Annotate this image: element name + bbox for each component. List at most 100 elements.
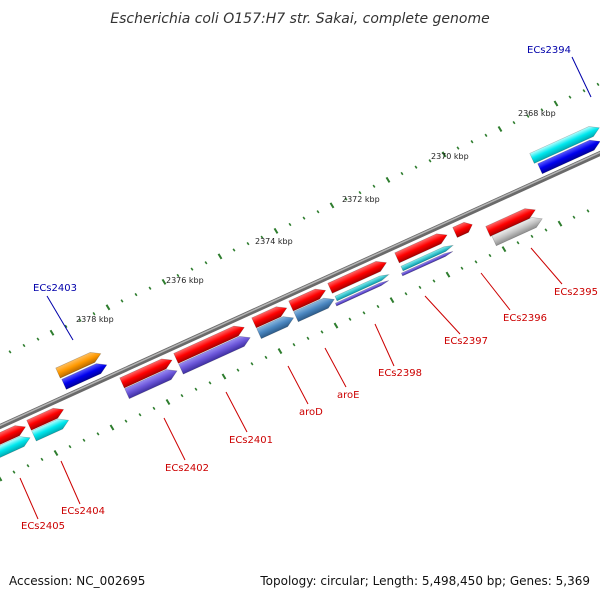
tick-inner-10	[138, 413, 142, 417]
tick-inner-32	[445, 271, 451, 278]
tick-outer-29	[400, 171, 404, 176]
gene-arrow-ecs2403-blue	[61, 363, 108, 390]
tick-inner-29	[404, 292, 408, 296]
tick-outer-38	[526, 114, 530, 118]
accession-text: Accession: NC_002695	[9, 574, 146, 588]
gene-arrow-ecs2402-red	[119, 358, 173, 389]
gene-arrow-ecs2398-red	[327, 261, 387, 294]
tick-inner-36	[501, 246, 507, 253]
gene-arrow-aroe-steel	[293, 297, 335, 323]
gene-arrow-ecs2394-blue	[537, 139, 600, 175]
tick-inner-15	[208, 381, 212, 385]
leader-ecs2397	[424, 295, 461, 335]
scale-label-2370: 2370 kbp	[431, 152, 469, 161]
scale-labels: 2368 kbp 2370 kbp 2372 kbp 2374 kbp 2376…	[76, 109, 556, 324]
tick-outer-37	[512, 120, 516, 125]
tick-outer-24	[329, 202, 335, 209]
tick-inner-24	[333, 322, 339, 329]
tick-outer-1	[8, 350, 12, 354]
tick-outer-43	[596, 82, 600, 87]
tick-inner-6	[82, 438, 86, 442]
tick-outer-23	[316, 210, 320, 214]
tick-inner-38	[530, 234, 534, 239]
tick-inner-1	[12, 470, 16, 474]
tick-inner-14	[194, 387, 198, 391]
gene-arrows	[0, 126, 600, 462]
gene-arrow-ecs2395-gray	[491, 217, 543, 247]
gene-label-ecs2405: ECs2405	[21, 521, 65, 532]
tick-inner-40	[557, 220, 563, 227]
tick-inner-28	[389, 297, 395, 304]
leader-aroe	[324, 347, 347, 388]
tick-inner-22	[306, 336, 310, 340]
tick-inner-5	[68, 444, 72, 449]
tick-inner-0	[0, 476, 3, 482]
tick-outer-2	[22, 343, 26, 348]
tick-outer-10	[134, 292, 138, 297]
leader-ecs2402	[163, 417, 186, 461]
tick-outer-28	[385, 176, 391, 183]
tick-inner-35	[488, 253, 492, 258]
gene-label-ecs2395: ECs2395	[554, 287, 598, 298]
tick-inner-33	[460, 266, 464, 270]
tick-inner-25	[348, 317, 352, 321]
scale-label-2368: 2368 kbp	[518, 109, 556, 118]
gene-label-ecs2404: ECs2404	[61, 506, 105, 517]
gene-arrow-ecs2394-cyan	[529, 126, 600, 164]
gene-arrow-ecs2405-cyan	[0, 436, 31, 462]
tick-outer-33	[456, 146, 460, 150]
scale-label-2378: 2378 kbp	[76, 315, 114, 324]
scale-label-2376: 2376 kbp	[166, 276, 204, 285]
gene-label-ecs2402: ECs2402	[165, 463, 209, 474]
tick-outer-9	[120, 299, 124, 303]
tick-outer-3	[36, 337, 40, 341]
scale-label-2372: 2372 kbp	[342, 195, 380, 204]
tick-inner-3	[40, 457, 44, 461]
gene-arrow-arod-steel	[256, 316, 295, 340]
leader-ecs2404	[60, 460, 81, 505]
leader-ecs2403	[46, 295, 74, 341]
tick-outer-12	[161, 278, 167, 285]
tick-outer-18	[246, 241, 250, 246]
gene-label-ecs2397: ECs2397	[444, 336, 488, 347]
gene-arrow-ecs2398-purple	[334, 280, 389, 307]
tick-outer-6	[78, 318, 82, 322]
tick-outer-40	[553, 100, 559, 107]
gene-arrow-ecs2401-red	[173, 325, 245, 364]
tick-inner-11	[152, 406, 156, 411]
tick-outer-26	[358, 191, 362, 195]
leader-ecs2396	[480, 272, 511, 311]
tick-inner-9	[124, 419, 128, 423]
tick-outer-30	[414, 165, 418, 169]
tick-inner-13	[180, 393, 184, 398]
tick-inner-4	[53, 449, 59, 456]
tick-inner-2	[26, 464, 30, 468]
gene-arrow-ecs2395-red	[485, 208, 536, 237]
tick-inner-31	[432, 279, 436, 283]
tick-inner-37	[516, 241, 520, 245]
leader-ecs2394	[571, 56, 592, 98]
gene-arrow-ecs2398-teal	[334, 274, 390, 302]
tick-inner-12	[165, 398, 171, 406]
tick-outer-16	[217, 253, 223, 260]
tick-inner-23	[320, 330, 324, 334]
tick-outer-36	[497, 125, 503, 132]
tick-inner-41	[572, 215, 576, 219]
gene-arrow-ecs2405-red	[0, 425, 27, 449]
gene-label-aroe: aroE	[337, 390, 359, 401]
tick-inner-17	[236, 368, 240, 372]
gene-arrow-ecs2396	[452, 221, 473, 238]
gene-label-ecs2401: ECs2401	[229, 435, 273, 446]
tick-outer-19	[260, 235, 264, 239]
tick-inner-19	[264, 355, 268, 360]
scale-label-2374: 2374 kbp	[255, 237, 293, 246]
tick-inner-42	[586, 209, 590, 213]
gene-label-ecs2394: ECs2394	[527, 45, 571, 56]
gene-arrow-ecs2397-red	[394, 233, 448, 264]
tick-inner-16	[221, 373, 227, 380]
tick-outer-41	[568, 95, 572, 99]
tick-outer-8	[105, 304, 111, 311]
gene-label-ecs2398: ECs2398	[378, 368, 422, 379]
gene-label-ecs2403: ECs2403	[33, 283, 77, 294]
